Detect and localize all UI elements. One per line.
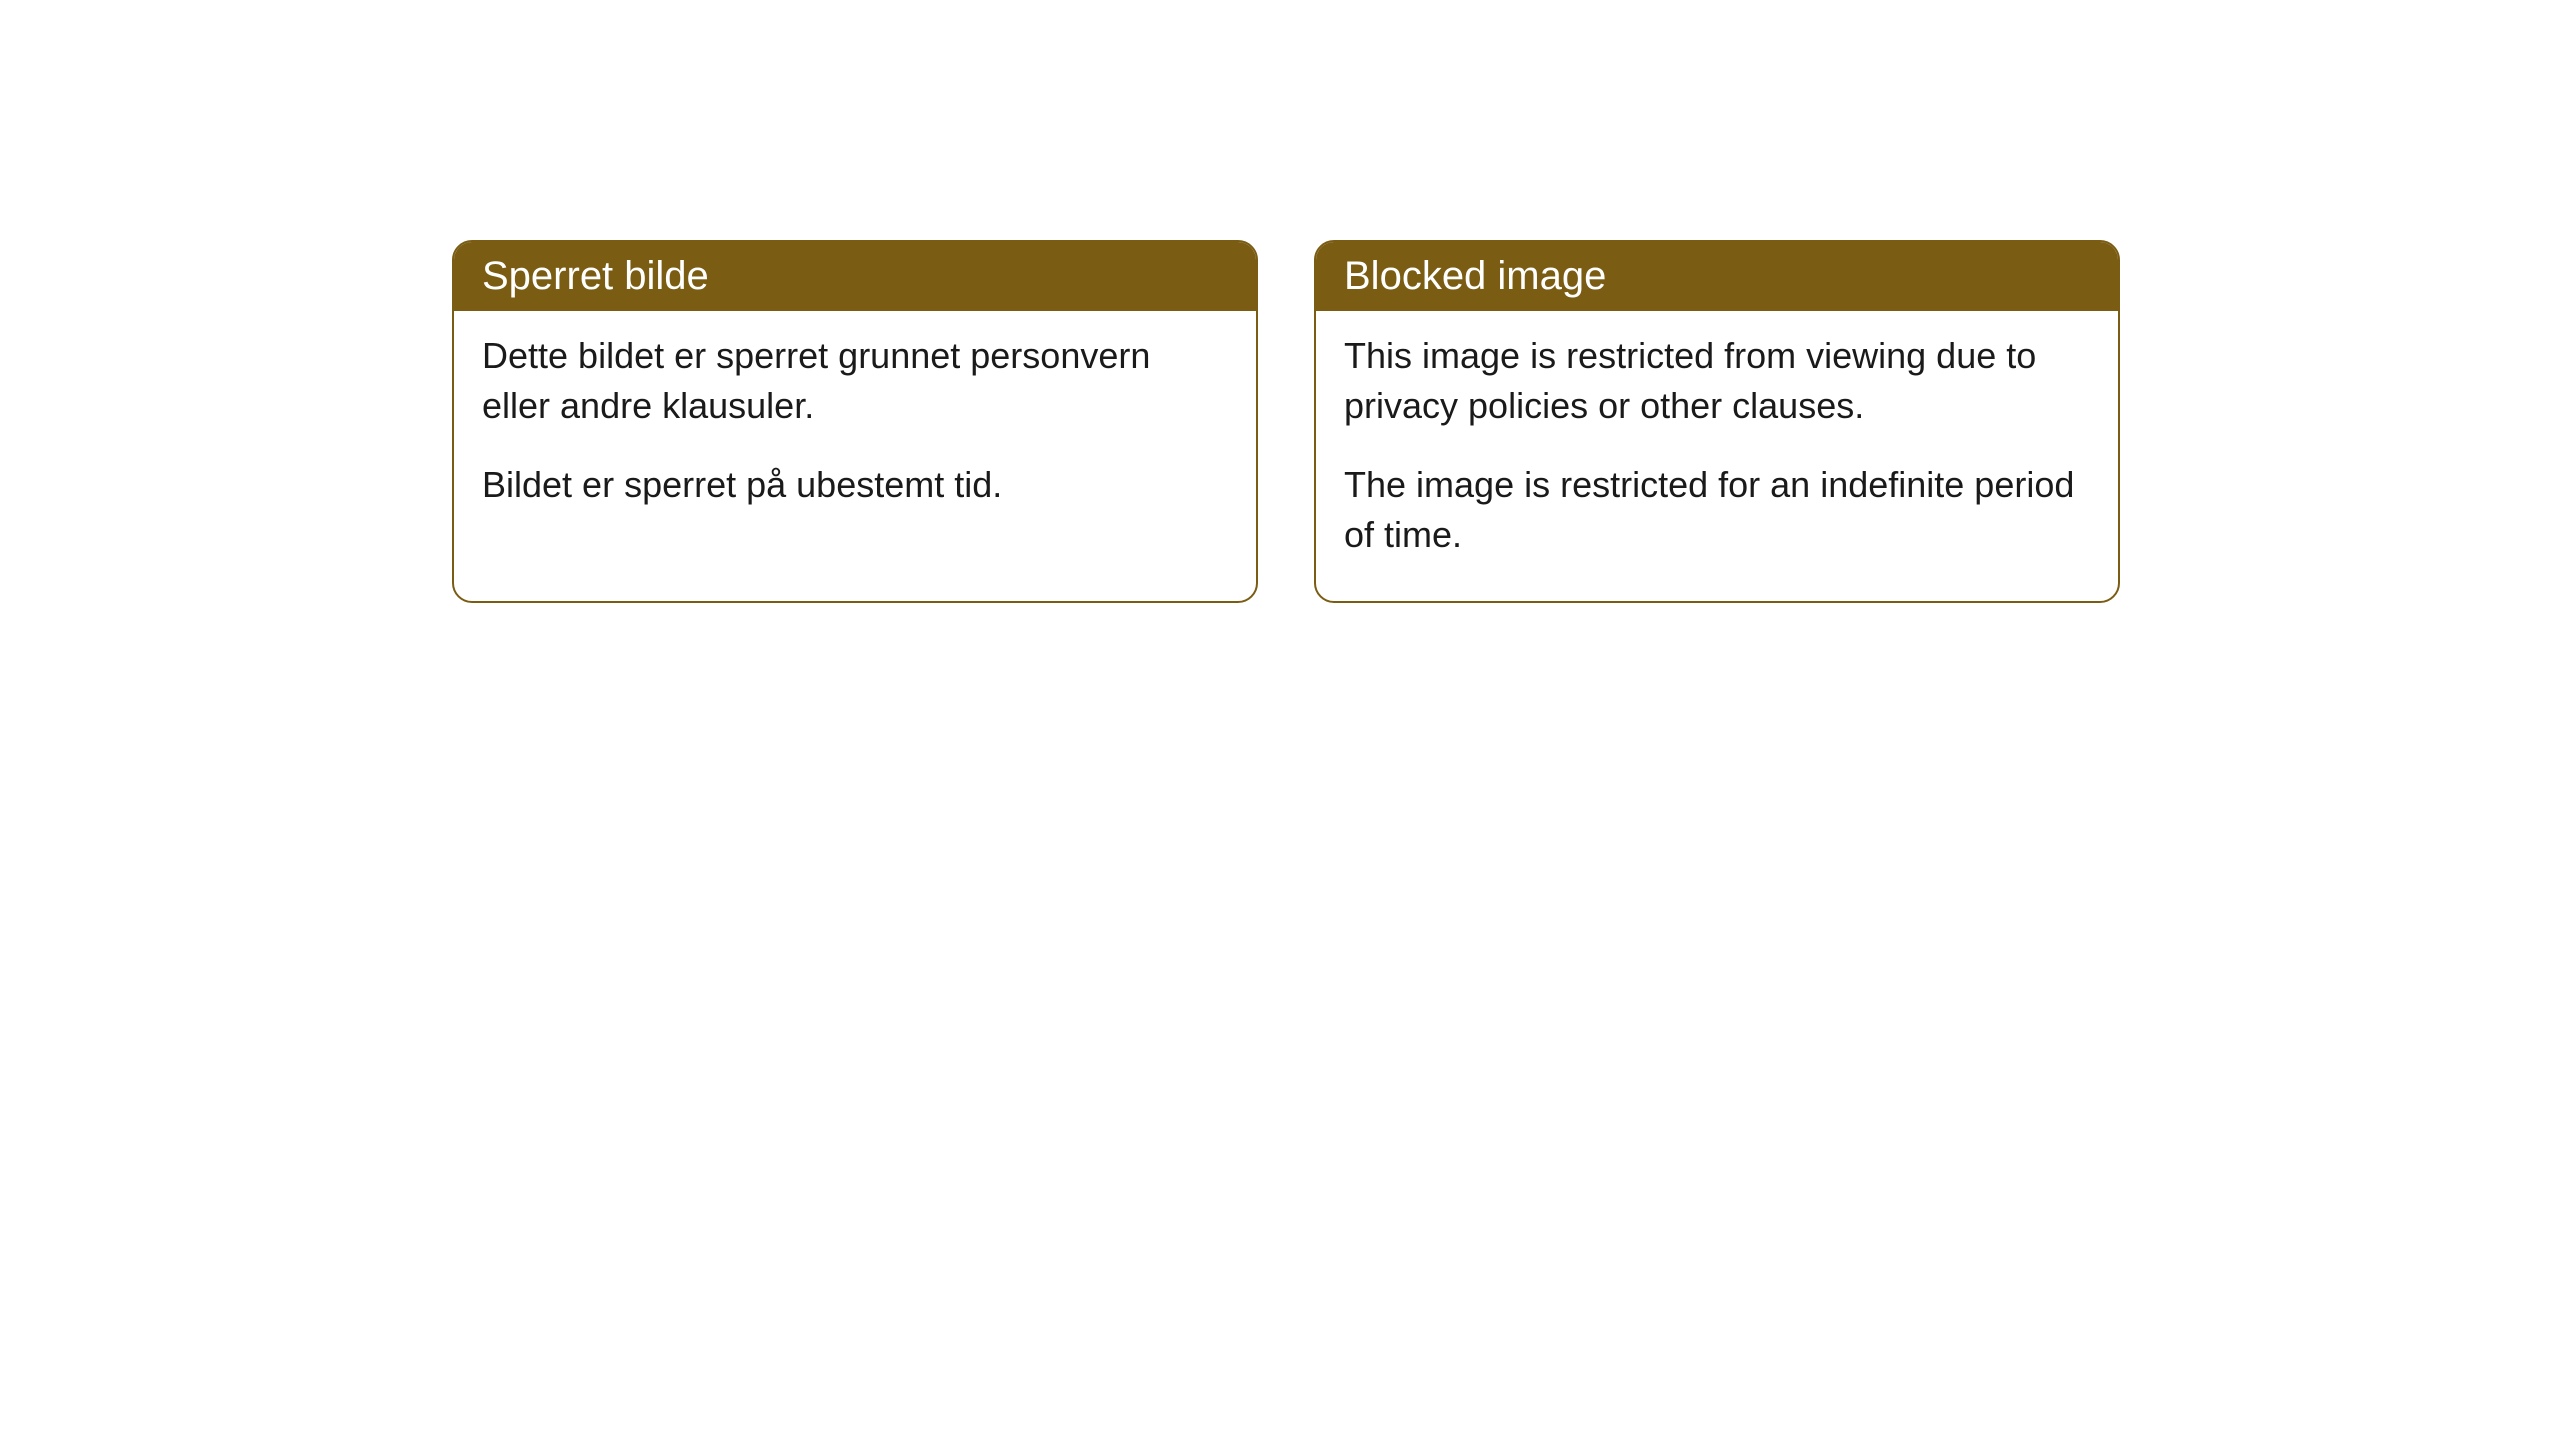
- card-body: This image is restricted from viewing du…: [1316, 311, 2118, 601]
- card-paragraph: This image is restricted from viewing du…: [1344, 331, 2090, 432]
- card-paragraph: Dette bildet er sperret grunnet personve…: [482, 331, 1228, 432]
- notice-card-english: Blocked image This image is restricted f…: [1314, 240, 2120, 603]
- card-header: Blocked image: [1316, 242, 2118, 311]
- card-title: Sperret bilde: [482, 254, 709, 298]
- notice-card-norwegian: Sperret bilde Dette bildet er sperret gr…: [452, 240, 1258, 603]
- card-paragraph: The image is restricted for an indefinit…: [1344, 460, 2090, 561]
- notice-cards-container: Sperret bilde Dette bildet er sperret gr…: [452, 240, 2120, 603]
- card-title: Blocked image: [1344, 254, 1606, 298]
- card-paragraph: Bildet er sperret på ubestemt tid.: [482, 460, 1228, 510]
- card-body: Dette bildet er sperret grunnet personve…: [454, 311, 1256, 550]
- card-header: Sperret bilde: [454, 242, 1256, 311]
